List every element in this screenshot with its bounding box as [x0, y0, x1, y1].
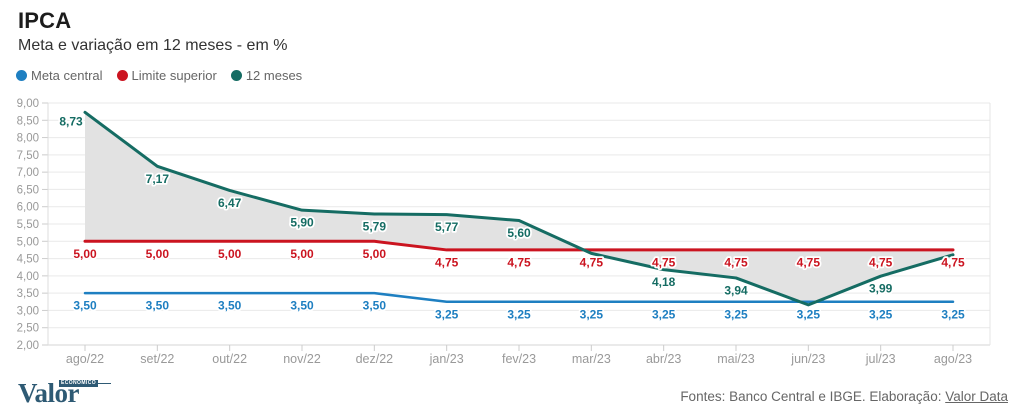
x-axis-label: ago/23 [934, 352, 972, 366]
y-axis-label: 2,00 [17, 340, 39, 352]
data-label: 7,17 [146, 172, 170, 186]
legend-item-label: Meta central [31, 68, 103, 83]
data-label: 4,75 [724, 255, 748, 269]
sources-prefix: Fontes: Banco Central e IBGE. Elaboração… [680, 389, 946, 404]
data-label: 3,25 [797, 307, 821, 321]
sources-text: Fontes: Banco Central e IBGE. Elaboração… [680, 389, 1008, 404]
legend-item-label: 12 meses [245, 68, 303, 83]
legend-item-limite-superior[interactable]: Limite superior [116, 68, 217, 83]
y-axis-label: 4,50 [17, 254, 39, 266]
data-label: 3,50 [73, 299, 97, 313]
x-axis-label: mar/23 [572, 352, 611, 366]
y-axis-label: 8,50 [17, 115, 39, 127]
y-axis-label: 7,00 [17, 167, 39, 179]
y-axis-label: 4,00 [17, 271, 39, 283]
data-label: 3,25 [869, 307, 893, 321]
valor-data-link[interactable]: Valor Data [945, 389, 1008, 404]
data-label: 4,75 [797, 255, 821, 269]
series-line-limite-superior [83, 239, 955, 252]
series-line-12-meses [83, 110, 955, 307]
x-axis-label: fev/23 [502, 352, 536, 366]
line-chart: 9,00 8,50 8,00 7,50 7,00 6,50 6,00 5,50 5,00 4,50… [17, 98, 991, 366]
x-axis-label: abr/23 [646, 352, 681, 366]
data-label: 5,77 [435, 220, 459, 234]
data-label: 3,25 [435, 307, 459, 321]
data-label: 4,75 [507, 255, 531, 269]
data-label: 3,50 [290, 299, 314, 313]
x-axis-label: out/22 [212, 352, 247, 366]
page-subtitle: Meta e variação em 12 meses - em % [18, 37, 288, 54]
x-axis-label: dez/22 [356, 352, 394, 366]
legend-dot-icon [16, 70, 27, 81]
x-axis-label: mai/23 [717, 352, 755, 366]
data-label: 3,25 [941, 307, 965, 321]
y-axis-label: 6,00 [17, 202, 39, 214]
y-axis-label: 5,50 [17, 219, 39, 231]
y-axis-label: 8,00 [17, 133, 39, 145]
y-axis-label: 2,50 [17, 323, 39, 335]
y-axis-label: 6,50 [17, 184, 39, 196]
data-label: 3,25 [507, 307, 531, 321]
data-label: 5,00 [218, 247, 242, 261]
data-label: 3,50 [218, 299, 242, 313]
x-axis-label: jul/23 [865, 352, 896, 366]
x-axis-label: nov/22 [283, 352, 321, 366]
chart-header: IPCA Meta e variação em 12 meses - em % [18, 8, 287, 55]
data-label: 4,75 [435, 255, 459, 269]
valor-logo: Valor ECONÔMICO [18, 378, 128, 408]
x-axis-label: set/22 [140, 352, 174, 366]
y-axis-label: 7,50 [17, 150, 39, 162]
data-label: 5,00 [73, 247, 97, 261]
y-axis-label: 3,00 [17, 305, 39, 317]
x-axis-label: jan/23 [429, 352, 464, 366]
data-label: 4,75 [580, 255, 604, 269]
x-axis-label: ago/22 [66, 352, 104, 366]
legend-item-12-meses[interactable]: 12 meses [230, 68, 303, 83]
data-label: 4,75 [652, 255, 676, 269]
x-axis-label: jun/23 [790, 352, 825, 366]
band-fill [85, 112, 953, 305]
valor-logo-tagline: ECONÔMICO [59, 380, 111, 387]
data-label: 5,00 [363, 247, 387, 261]
data-label: 4,75 [869, 255, 893, 269]
legend: Meta central Limite superior 12 meses [16, 68, 316, 83]
data-label: 3,25 [652, 307, 676, 321]
legend-dot-icon [116, 70, 128, 81]
chart-area: 9,00 8,50 8,00 7,50 7,00 6,50 6,00 5,50 5,00 4,50… [17, 98, 991, 366]
data-label: 5,79 [363, 219, 387, 233]
data-label: 5,00 [146, 247, 170, 261]
y-axis-label: 9,00 [17, 98, 39, 110]
data-label: 5,00 [290, 247, 314, 261]
data-label: 3,94 [724, 283, 748, 297]
data-label: 3,50 [146, 299, 170, 313]
data-label: 3,50 [363, 299, 387, 313]
data-label: 8,73 [59, 114, 83, 128]
data-label: 3,25 [724, 307, 748, 321]
data-label: 5,90 [290, 216, 314, 230]
page-title: IPCA [18, 8, 72, 33]
data-label: 3,99 [869, 282, 893, 296]
y-axis-label: 5,00 [17, 236, 39, 248]
legend-item-label: Limite superior [131, 68, 217, 83]
data-label: 4,18 [652, 275, 676, 289]
data-label: 3,25 [580, 307, 604, 321]
legend-item-meta-central[interactable]: Meta central [16, 68, 103, 83]
data-label: 4,75 [941, 255, 965, 269]
series-line-meta-central [83, 291, 955, 304]
data-label: 6,47 [218, 196, 242, 210]
legend-dot-icon [230, 70, 242, 81]
data-label: 5,60 [507, 226, 531, 240]
y-axis-label: 3,50 [17, 288, 39, 300]
